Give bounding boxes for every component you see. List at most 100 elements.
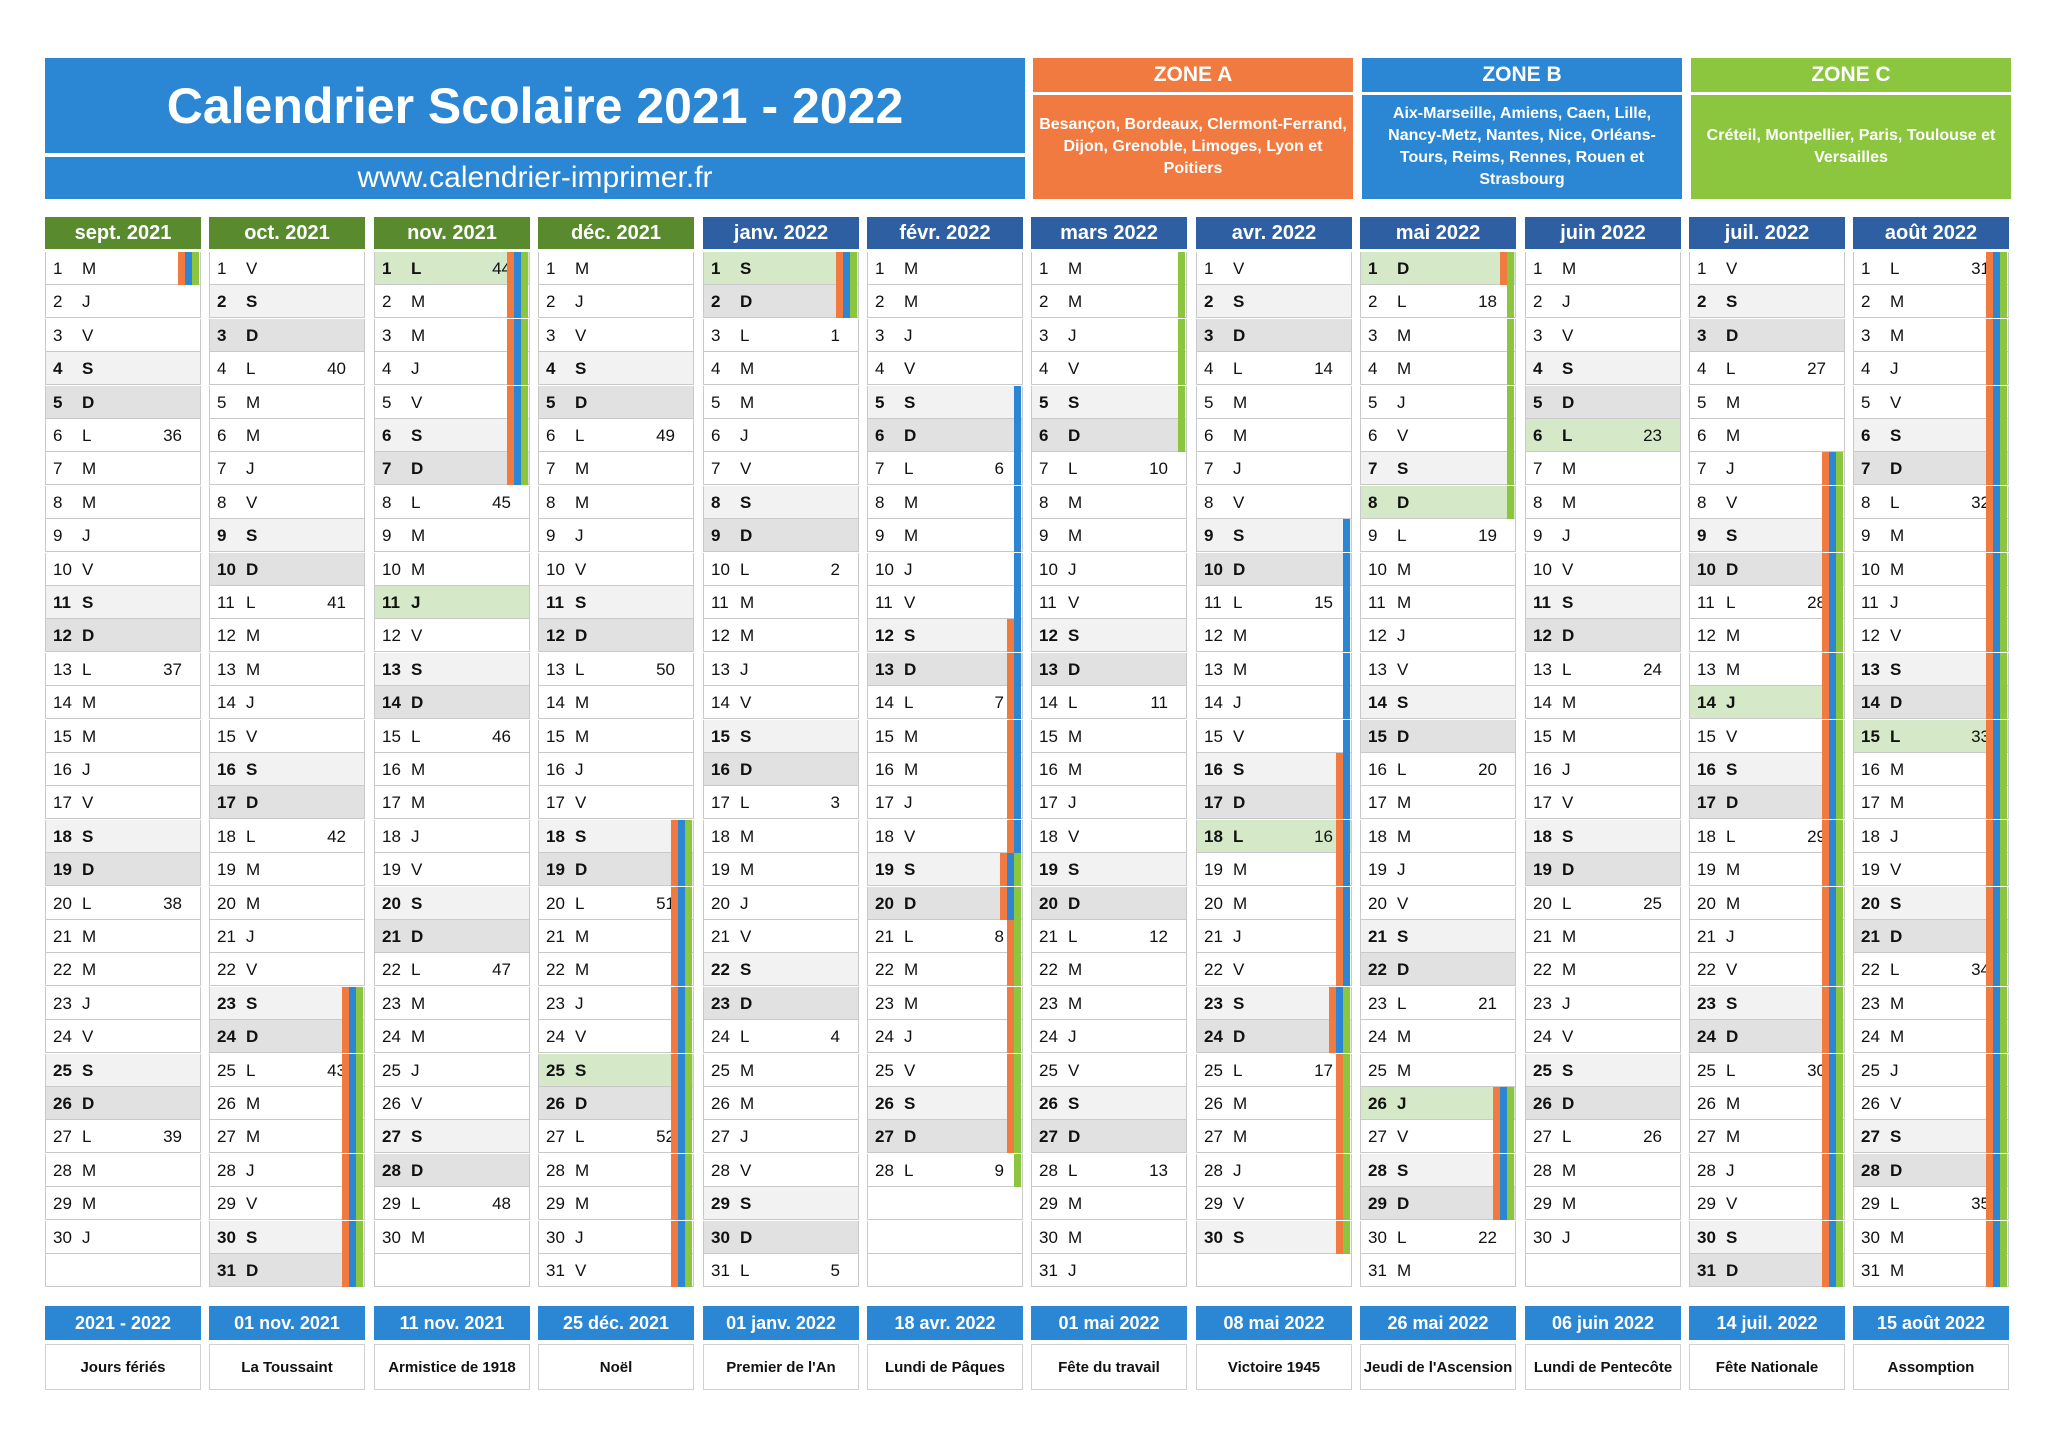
vacation-bar	[1014, 686, 1021, 719]
vacation-bar	[1822, 519, 1829, 552]
day-number: 17	[1861, 793, 1880, 812]
day-number: 10	[217, 560, 236, 579]
week-number: 7	[994, 693, 1004, 712]
day-number: 2	[1368, 292, 1378, 311]
weekday-letter: J	[904, 326, 913, 345]
vacation-bar	[1829, 1187, 1836, 1220]
weekday-letter: J	[1562, 526, 1571, 545]
vacation-bar	[1343, 1087, 1350, 1120]
day-cell: 22 S	[703, 953, 859, 986]
weekday-letter: D	[904, 894, 917, 913]
vacation-bar	[1836, 786, 1843, 819]
vacation-bar	[1986, 319, 1993, 352]
vacation-bar	[507, 319, 514, 352]
day-cell: 29 L 48	[374, 1187, 530, 1220]
weekday-letter: D	[82, 860, 95, 879]
day-cell: 19 D	[1525, 853, 1681, 886]
vacation-bar	[1507, 1154, 1514, 1187]
day-number: 28	[875, 1161, 894, 1180]
holiday-date: 01 nov. 2021	[209, 1306, 365, 1340]
day-number: 14	[217, 693, 236, 712]
day-number: 17	[1204, 793, 1223, 812]
day-cell: 13 V	[1360, 653, 1516, 686]
weekday-letter: J	[82, 760, 91, 779]
vacation-bar	[1836, 1221, 1843, 1254]
weekday-letter: L	[411, 493, 421, 512]
day-number: 23	[1861, 994, 1880, 1013]
weekday-letter: M	[575, 693, 590, 712]
weekday-letter: L	[1397, 1228, 1407, 1247]
day-number: 6	[1039, 426, 1049, 445]
weekday-letter: D	[1397, 727, 1410, 746]
day-cell: 22 D	[1360, 953, 1516, 986]
vacation-bar	[2000, 1187, 2007, 1220]
day-number: 22	[711, 960, 730, 979]
vacation-bar	[1336, 887, 1343, 920]
weekday-letter: J	[575, 1228, 584, 1247]
day-number: 12	[217, 626, 236, 645]
day-cell: 14 L 7	[867, 686, 1023, 719]
day-cell: 22 L 34	[1853, 953, 2009, 986]
vacation-bar	[678, 1187, 685, 1220]
empty-day-cell	[867, 1254, 1023, 1287]
day-cell: 13 D	[867, 653, 1023, 686]
day-cell: 20 D	[1031, 887, 1187, 920]
day-number: 28	[1533, 1161, 1552, 1180]
vacation-bar	[1836, 586, 1843, 619]
vacation-bar	[685, 1221, 692, 1254]
site-url[interactable]: www.calendrier-imprimer.fr	[45, 157, 1025, 199]
day-number: 7	[53, 459, 63, 478]
holiday-name: Victoire 1945	[1196, 1344, 1352, 1390]
weekday-letter: M	[1562, 693, 1577, 712]
day-number: 18	[53, 827, 72, 846]
day-cell: 23 J	[45, 987, 201, 1020]
weekday-letter: M	[1890, 526, 1905, 545]
day-number: 18	[1204, 827, 1223, 846]
weekday-letter: M	[1397, 1261, 1412, 1280]
weekday-letter: L	[411, 259, 422, 278]
day-number: 6	[382, 426, 392, 445]
day-cell: 28 L 9	[867, 1154, 1023, 1187]
vacation-bar	[1836, 486, 1843, 519]
day-number: 18	[1533, 827, 1552, 846]
empty-day-cell	[1525, 1254, 1681, 1287]
holiday-date: 14 juil. 2022	[1689, 1306, 1845, 1340]
vacation-bar	[1336, 1187, 1343, 1220]
weekday-letter: M	[1233, 1127, 1248, 1146]
day-cell: 22 M	[45, 953, 201, 986]
day-number: 12	[1368, 626, 1387, 645]
vacation-bar	[1500, 1154, 1507, 1187]
day-cell: 10 V	[45, 553, 201, 586]
day-number: 19	[1861, 860, 1880, 879]
vacation-bar	[356, 1054, 363, 1087]
vacation-bar	[1178, 252, 1185, 285]
weekday-letter: M	[1397, 560, 1412, 579]
day-cell: 23 M	[867, 987, 1023, 1020]
day-cell: 27 L 52	[538, 1120, 694, 1153]
day-number: 24	[1697, 1027, 1716, 1046]
weekday-letter: D	[246, 1027, 259, 1046]
day-number: 30	[53, 1228, 72, 1247]
day-number: 5	[217, 393, 227, 412]
vacation-bar	[1993, 1154, 2000, 1187]
vacation-bar	[1343, 820, 1350, 853]
day-number: 30	[1204, 1228, 1223, 1247]
day-cell: 10 M	[1853, 553, 2009, 586]
day-cell: 16 M	[374, 753, 530, 786]
weekday-letter: J	[1890, 593, 1899, 612]
vacation-bar	[1829, 1120, 1836, 1153]
day-cell: 13 M	[1689, 653, 1845, 686]
day-cell: 12 V	[374, 619, 530, 652]
day-number: 3	[711, 326, 721, 345]
holiday-name: Lundi de Pâques	[867, 1344, 1023, 1390]
day-number: 7	[546, 459, 556, 478]
